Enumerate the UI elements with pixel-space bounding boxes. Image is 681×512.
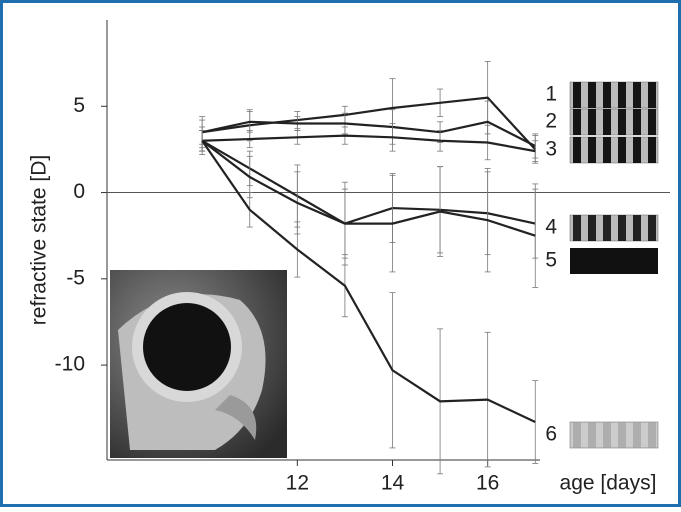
y-tick-label: -5	[66, 266, 85, 289]
series-line	[201, 139, 536, 225]
grating-bar	[603, 82, 611, 108]
grating-bar	[573, 109, 581, 135]
grating-bar	[588, 215, 596, 241]
grating-bar	[588, 422, 596, 448]
y-tick-label: 5	[73, 94, 85, 117]
legend-label: 6	[545, 423, 557, 446]
x-tick-label: 12	[286, 472, 309, 495]
grating-bar	[648, 215, 656, 241]
grating	[569, 421, 659, 449]
grating-bar	[618, 109, 626, 135]
grating-bar	[633, 82, 641, 108]
grating-bar	[648, 82, 656, 108]
series-line	[202, 134, 536, 153]
grating-bar	[618, 422, 626, 448]
grating-bar	[573, 82, 581, 108]
grating-bar	[618, 215, 626, 241]
inset-photo	[110, 270, 287, 458]
grating-bar	[588, 82, 596, 108]
grating-bar	[618, 137, 626, 163]
grating-bar	[648, 422, 656, 448]
y-tick-label: 0	[73, 180, 85, 203]
grating-bar	[633, 109, 641, 135]
grating-bar	[603, 215, 611, 241]
legend-label: 4	[545, 216, 557, 239]
legend-label: 2	[545, 110, 557, 133]
series-line	[201, 120, 536, 147]
series-line	[201, 139, 536, 237]
grating	[569, 136, 659, 164]
legend-label: 5	[545, 249, 557, 272]
grating-bar	[573, 422, 581, 448]
y-tick-label: -10	[55, 353, 85, 376]
legend-label: 3	[545, 138, 557, 161]
grating-bar	[603, 422, 611, 448]
grating-bar	[618, 82, 626, 108]
grating	[569, 108, 659, 136]
grating-bar	[633, 215, 641, 241]
grating-bar	[648, 109, 656, 135]
x-tick-label: 14	[381, 472, 405, 495]
grating-bar	[588, 109, 596, 135]
grating-bar	[633, 422, 641, 448]
grating-bar	[588, 137, 596, 163]
x-axis-label: age [days]	[560, 472, 657, 495]
grating-bar	[633, 137, 641, 163]
grating	[570, 248, 658, 274]
grating-bar	[603, 109, 611, 135]
grating-bar	[648, 137, 656, 163]
series-line	[201, 140, 536, 424]
series-line	[202, 96, 537, 151]
x-tick-label: 16	[476, 472, 499, 495]
grating-bar	[573, 137, 581, 163]
grating-bar	[603, 137, 611, 163]
grating-icons	[569, 81, 659, 449]
legend-label: 1	[545, 83, 557, 106]
grating-bar	[573, 215, 581, 241]
grating	[569, 214, 659, 242]
grating	[569, 81, 659, 109]
y-axis-label: refractive state [D]	[28, 155, 51, 325]
